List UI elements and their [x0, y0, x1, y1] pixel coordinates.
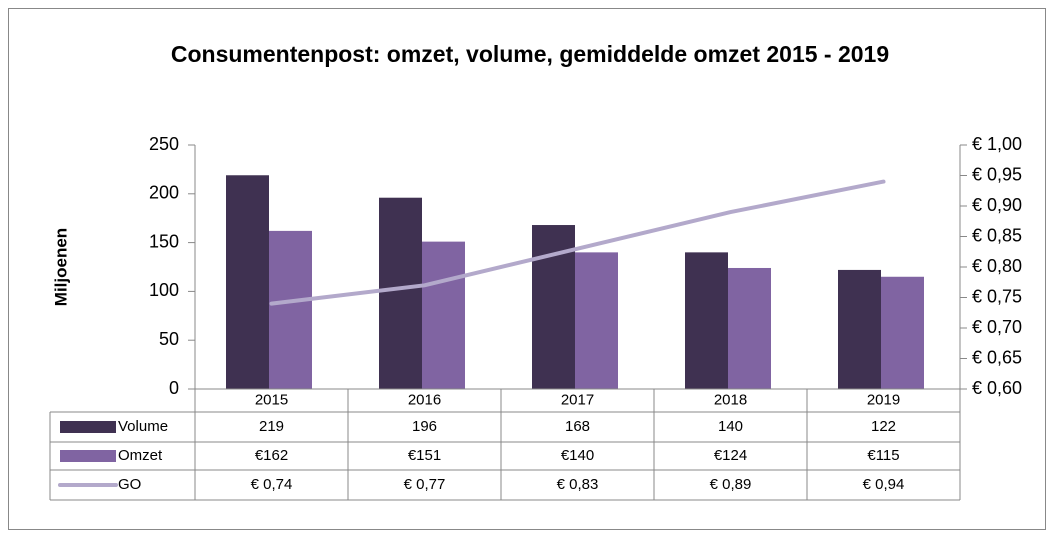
y2-tick-label: € 0,70: [972, 317, 1022, 337]
table-cell: €124: [714, 447, 747, 464]
x-tick-label: 2018: [714, 391, 747, 408]
y-tick-label: 200: [149, 183, 179, 203]
table-cell: 122: [871, 418, 896, 435]
legend-key: [60, 421, 116, 433]
bar: [685, 252, 728, 389]
chart-title: Consumentenpost: omzet, volume, gemiddel…: [170, 41, 890, 67]
table-cell: 140: [718, 418, 743, 435]
y2-tick-label: € 0,65: [972, 347, 1022, 367]
chart-border: [8, 8, 1046, 530]
y2-tick-label: € 0,90: [972, 195, 1022, 215]
table-cell: €151: [408, 447, 441, 464]
table-cell: 168: [565, 418, 590, 435]
table-cell: € 0,77: [404, 476, 446, 493]
table-cell: € 0,89: [710, 476, 752, 493]
y2-tick-label: € 0,80: [972, 256, 1022, 276]
table-cell: € 0,94: [863, 476, 905, 493]
legend-key: [60, 450, 116, 462]
table-cell: € 0,74: [251, 476, 293, 493]
y-tick-label: 150: [149, 231, 179, 251]
x-tick-label: 2017: [561, 391, 594, 408]
table-cell: € 0,83: [557, 476, 599, 493]
y2-tick-label: € 0,75: [972, 286, 1022, 306]
x-tick-label: 2016: [408, 391, 441, 408]
bar: [575, 252, 618, 389]
table-cell: €162: [255, 447, 288, 464]
y2-tick-label: € 1,00: [972, 134, 1022, 154]
y2-tick-label: € 0,95: [972, 164, 1022, 184]
table-cell: 219: [259, 418, 284, 435]
x-tick-label: 2015: [255, 391, 288, 408]
legend-label: Omzet: [118, 447, 163, 464]
bar: [269, 230, 312, 389]
y2-tick-label: € 0,85: [972, 225, 1022, 245]
y-axis-label: Miljoenen: [51, 228, 70, 306]
y-tick-label: 100: [149, 280, 179, 300]
y-tick-label: 0: [169, 378, 179, 398]
x-tick-label: 2019: [867, 391, 900, 408]
y2-tick-label: € 0,60: [972, 378, 1022, 398]
table-cell: €140: [561, 447, 594, 464]
legend-label: Volume: [118, 418, 168, 435]
y-tick-label: 50: [159, 329, 179, 349]
bar: [838, 269, 881, 389]
line-series: [269, 179, 886, 306]
bar: [728, 267, 771, 389]
bar: [379, 197, 422, 389]
y-tick-label: 250: [149, 134, 179, 154]
bar: [881, 276, 924, 389]
table-cell: 196: [412, 418, 437, 435]
bar: [226, 175, 269, 389]
legend-label: GO: [118, 476, 141, 493]
table-cell: €115: [867, 447, 899, 464]
bar: [422, 241, 465, 389]
